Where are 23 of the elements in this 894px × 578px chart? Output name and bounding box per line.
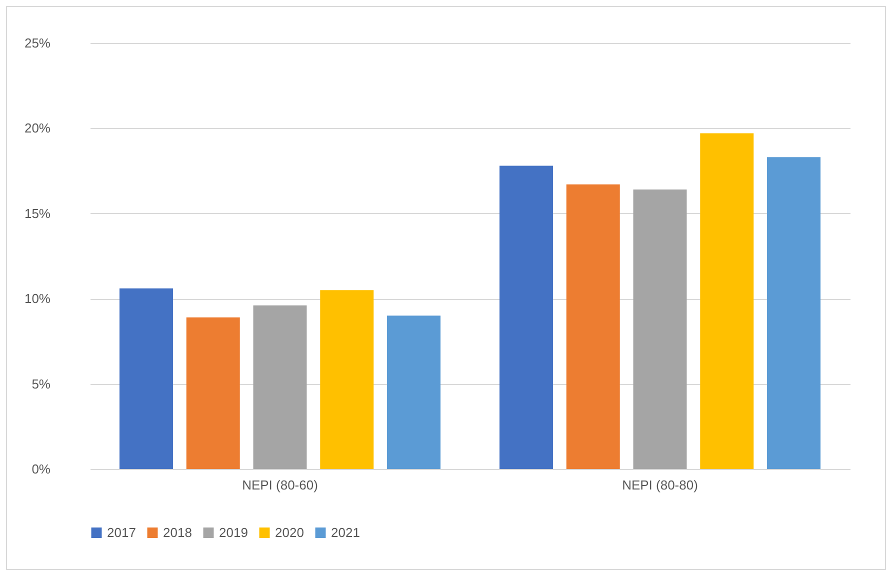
legend-label: 2019: [219, 524, 248, 540]
bar: [320, 290, 374, 469]
bar: [387, 316, 441, 469]
bar: [186, 317, 240, 469]
bar: [767, 157, 821, 469]
y-tick-label: 5%: [32, 376, 51, 392]
legend-label: 2021: [331, 524, 360, 540]
bar: [499, 166, 553, 469]
bar: [566, 184, 620, 469]
bar: [119, 288, 173, 469]
x-tick-label: NEPI (80-60): [242, 478, 318, 492]
x-tick-label: NEPI (80-80): [622, 478, 698, 492]
y-tick-label: 25%: [24, 36, 51, 50]
bar: [253, 305, 307, 469]
legend-label: 2020: [275, 524, 304, 540]
bar: [633, 190, 687, 469]
y-tick-label: 0%: [32, 462, 51, 476]
legend-label: 2018: [163, 524, 192, 540]
bar: [700, 133, 754, 469]
y-tick-label: 20%: [24, 120, 51, 136]
legend-label: 2017: [107, 524, 136, 540]
y-tick-label: 15%: [24, 206, 51, 221]
y-tick-label: 10%: [24, 291, 51, 306]
